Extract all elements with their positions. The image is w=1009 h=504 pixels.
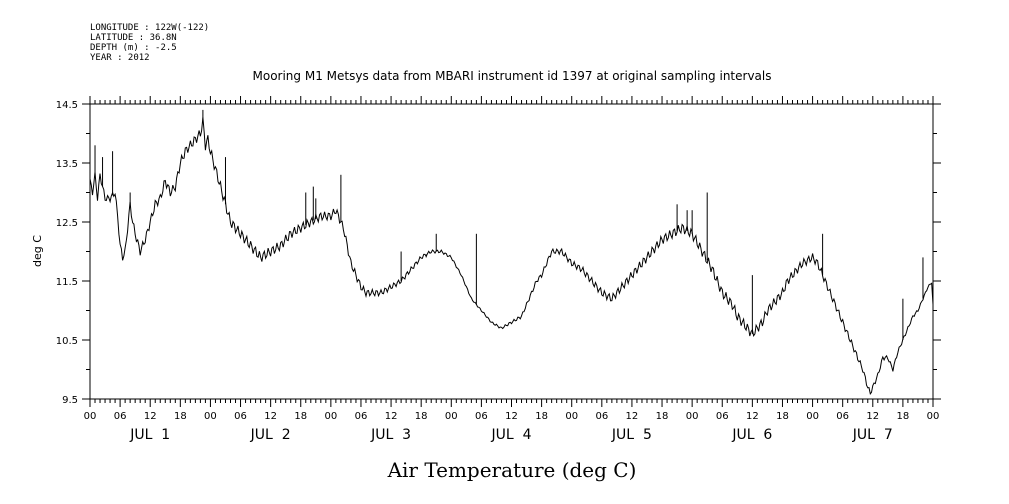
day-label: JUL 3 (370, 427, 411, 443)
x-tick-label: 12 (505, 411, 518, 422)
x-tick-label: 00 (445, 411, 458, 422)
x-tick-label: 06 (355, 411, 368, 422)
x-tick-label: 06 (716, 411, 729, 422)
x-tick-label: 00 (686, 411, 699, 422)
day-label: JUL 4 (491, 427, 532, 443)
day-label: JUL 6 (731, 427, 772, 443)
y-tick-label: 10.5 (56, 336, 78, 347)
x-tick-label: 00 (204, 411, 217, 422)
header-longitude: LONGITUDE : 122W(-122) (90, 23, 209, 33)
x-tick-label: 06 (234, 411, 247, 422)
x-tick-label: 06 (475, 411, 488, 422)
x-tick-label: 00 (927, 411, 940, 422)
y-axis-label: deg C (31, 235, 44, 267)
x-tick-label: 06 (836, 411, 849, 422)
series-group (89, 109, 934, 395)
x-tick-label: 18 (535, 411, 548, 422)
y-axis-ticks: 9.5 10.5 11.5 12.5 13.5 14.5 (56, 100, 941, 406)
x-tick-label: 00 (806, 411, 819, 422)
x-tick-label: 18 (415, 411, 428, 422)
chart-title: Mooring M1 Metsys data from MBARI instru… (253, 69, 772, 83)
x-tick-label: 00 (84, 411, 97, 422)
x-tick-label: 12 (144, 411, 157, 422)
y-tick-label: 11.5 (56, 277, 78, 288)
day-label: JUL 1 (129, 427, 170, 443)
series-line (89, 117, 934, 395)
x-tick-label: 18 (174, 411, 187, 422)
x-tick-label: 12 (626, 411, 639, 422)
day-label: JUL 7 (852, 427, 893, 443)
day-label: JUL 2 (250, 427, 291, 443)
day-label: JUL 5 (611, 427, 652, 443)
y-tick-label: 14.5 (56, 100, 78, 111)
x-tick-label: 00 (565, 411, 578, 422)
y-tick-label: 9.5 (62, 395, 78, 406)
header-year: YEAR : 2012 (90, 53, 150, 63)
x-tick-label: 18 (656, 411, 669, 422)
metadata-header: LONGITUDE : 122W(-122) LATITUDE : 36.8N … (90, 23, 209, 63)
header-depth: DEPTH (m) : -2.5 (90, 43, 177, 53)
header-latitude: LATITUDE : 36.8N (90, 33, 177, 43)
x-tick-label: 18 (294, 411, 307, 422)
x-axis-label: Air Temperature (deg C) (387, 458, 637, 482)
y-tick-label: 12.5 (56, 218, 78, 229)
x-tick-label: 12 (385, 411, 398, 422)
plot-frame (89, 103, 934, 400)
x-tick-label: 18 (776, 411, 789, 422)
x-tick-label: 06 (595, 411, 608, 422)
x-tick-label: 00 (324, 411, 337, 422)
y-tick-label: 13.5 (56, 159, 78, 170)
x-tick-label: 12 (866, 411, 879, 422)
x-tick-label: 12 (264, 411, 277, 422)
x-tick-label: 18 (897, 411, 910, 422)
x-tick-label: 06 (114, 411, 127, 422)
x-tick-label: 12 (746, 411, 759, 422)
x-axis-ticks: 00 06 12 18 00 06 12 18 00 06 12 18 00 06 12 18 00 06 12 18… (84, 96, 940, 443)
